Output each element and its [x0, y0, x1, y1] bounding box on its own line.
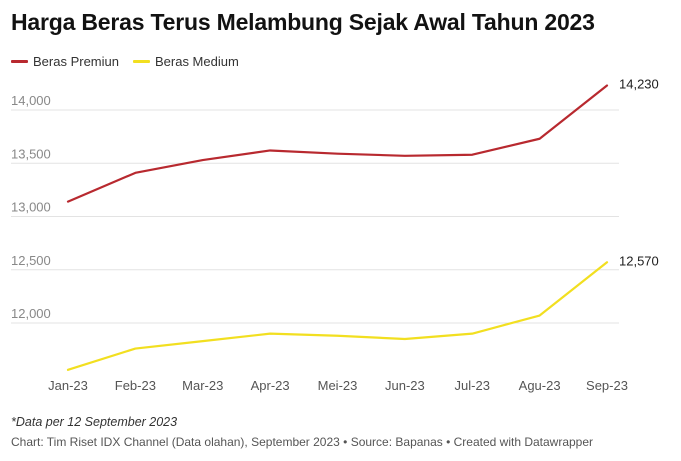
legend-swatch-premium: [11, 59, 28, 63]
data-note: *Data per 12 September 2023: [11, 415, 178, 429]
x-tick-label: Jul-23: [455, 378, 490, 393]
end-value-label: 12,570: [619, 253, 659, 268]
y-tick-label: 13,000: [11, 200, 51, 215]
end-value-label: 14,230: [619, 77, 659, 92]
y-axis-ticks: 12,000 12,500 13,000 13,500 14,000: [11, 93, 51, 321]
legend-item-premium: Beras Premiun: [11, 54, 119, 69]
y-tick-label: 14,000: [11, 93, 51, 108]
y-tick-label: 12,000: [11, 306, 51, 321]
x-tick-label: Mei-23: [318, 378, 358, 393]
end-labels: 14,230 12,570: [619, 77, 659, 269]
y-tick-label: 12,500: [11, 253, 51, 268]
legend-item-medium: Beras Medium: [132, 53, 239, 69]
x-tick-label: Feb-23: [115, 378, 156, 393]
series-layer: [66, 84, 609, 371]
grid-layer: [11, 109, 619, 324]
x-tick-label: Mar-23: [182, 378, 223, 393]
x-tick-label: Sep-23: [586, 378, 628, 393]
chart-legend: Beras Premiun Beras Medium: [11, 53, 253, 69]
x-axis-ticks: Jan-23 Feb-23 Mar-23 Apr-23 Mei-23 Jun-23 Jul-…: [48, 378, 628, 393]
y-tick-label: 13,500: [11, 146, 51, 161]
legend-swatch-medium: [132, 59, 150, 63]
series-line-medium: [66, 261, 609, 371]
x-tick-label: Jan-23: [48, 378, 88, 393]
legend-label-premium: Beras Premiun: [33, 53, 119, 69]
series-line-premium: [66, 84, 609, 203]
legend-label-medium: Beras Medium: [154, 53, 239, 69]
chart-title: Harga Beras Terus Melambung Sejak Awal T…: [11, 9, 595, 35]
x-tick-label: Apr-23: [251, 378, 290, 393]
source-credit: Chart: Tim Riset IDX Channel (Data olaha…: [11, 435, 594, 449]
x-tick-label: Agu-23: [519, 378, 561, 393]
x-tick-label: Jun-23: [385, 378, 425, 393]
